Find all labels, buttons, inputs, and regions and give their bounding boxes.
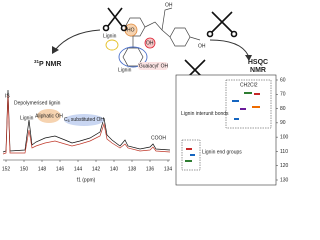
spectrum-depolymerised — [2, 94, 171, 155]
y-tick-label: 60 — [280, 77, 286, 83]
left-title: 31P NMR — [34, 59, 61, 68]
x-tick-label: 150 — [20, 166, 29, 172]
ch2cl2-label: CH2Cl2 — [240, 82, 258, 88]
page: {"left": {"title_sup": "31", "title": "P… — [1, 2, 289, 186]
depolymerised-label: Depolymerised lignin — [14, 100, 61, 106]
y-tick-label: 100 — [280, 134, 289, 140]
y-tick-label: 120 — [280, 163, 289, 169]
y-tick-label: 80 — [280, 106, 286, 112]
endgroup-box — [181, 139, 201, 171]
guaiacyl-label: 'Guaiacyl' OH — [138, 63, 169, 69]
y-ticks: 60 70 80 90 100 110 120 130 — [276, 77, 289, 183]
x-label: f1 (ppm) — [77, 177, 96, 183]
y-tick-label: 70 — [280, 92, 286, 98]
yellow-marker — [105, 39, 119, 51]
molecule — [122, 7, 201, 67]
oh-label: OH — [165, 2, 173, 8]
x-tick-label: 152 — [2, 166, 11, 172]
title-sup: 31 — [34, 59, 40, 64]
x-tick-label: 136 — [146, 166, 155, 172]
x-ticks: 152 150 148 146 144 142 140 138 136 134 — [2, 160, 173, 172]
interunit-label: Lignin interunit bonds — [181, 111, 229, 117]
interunit-box — [225, 79, 272, 129]
title-main: P NMR — [39, 61, 61, 68]
hsqc-peaks — [185, 92, 260, 162]
cooh-label: COOH — [151, 135, 166, 141]
scissors — [102, 7, 238, 81]
hsqc-title: HSQC — [248, 59, 268, 66]
c5-rest: substituted OH — [70, 117, 105, 123]
arrow-head — [245, 55, 252, 61]
hsqc-title: NMR — [250, 67, 266, 74]
lignin-label: Lignin — [20, 115, 34, 121]
c5-marker — [118, 46, 148, 68]
interunit-text: Lignin interunit bonds — [181, 111, 229, 117]
aliphatic-label: Aliphatic OH — [35, 113, 63, 119]
y-tick-label: 130 — [280, 177, 289, 183]
figure: HO OH OH OH Lignin Lignin 'Guaiacyl' OH … — [2, 2, 289, 186]
x-tick-label: 134 — [164, 166, 173, 172]
ho-label: HO — [127, 27, 135, 33]
c5-bubble — [64, 114, 104, 126]
guaiacyl-box — [138, 62, 168, 70]
oh-label: OH — [146, 40, 154, 46]
x-tick-label: 138 — [128, 166, 137, 172]
oh-label: OH — [198, 43, 206, 49]
y-tick-label: 110 — [280, 149, 288, 155]
hsqc-frame — [175, 74, 277, 186]
x-tick-label: 140 — [110, 166, 119, 172]
arrow — [54, 29, 101, 51]
is-label: IS — [5, 93, 10, 99]
y-tick-label: 90 — [280, 120, 286, 126]
c5-main: C — [64, 117, 68, 123]
x-tick-label: 144 — [74, 166, 83, 172]
c5-label: C5 substituted OH — [64, 117, 104, 123]
x-tick-label: 146 — [56, 166, 65, 172]
aliphatic-bubble — [37, 109, 61, 123]
lignin-label: Lignin — [118, 67, 132, 73]
spectrum-lignin — [2, 89, 171, 153]
endgroups-label: Lignin end groups — [202, 149, 242, 155]
guaiacyl-marker — [144, 37, 156, 49]
x-tick-label: 142 — [92, 166, 101, 172]
c5-sub: 5 — [68, 119, 70, 123]
x-tick-label: 148 — [38, 166, 47, 172]
arrow-head — [52, 46, 59, 54]
arrow — [209, 39, 249, 56]
lignin-label: Lignin — [103, 33, 117, 39]
